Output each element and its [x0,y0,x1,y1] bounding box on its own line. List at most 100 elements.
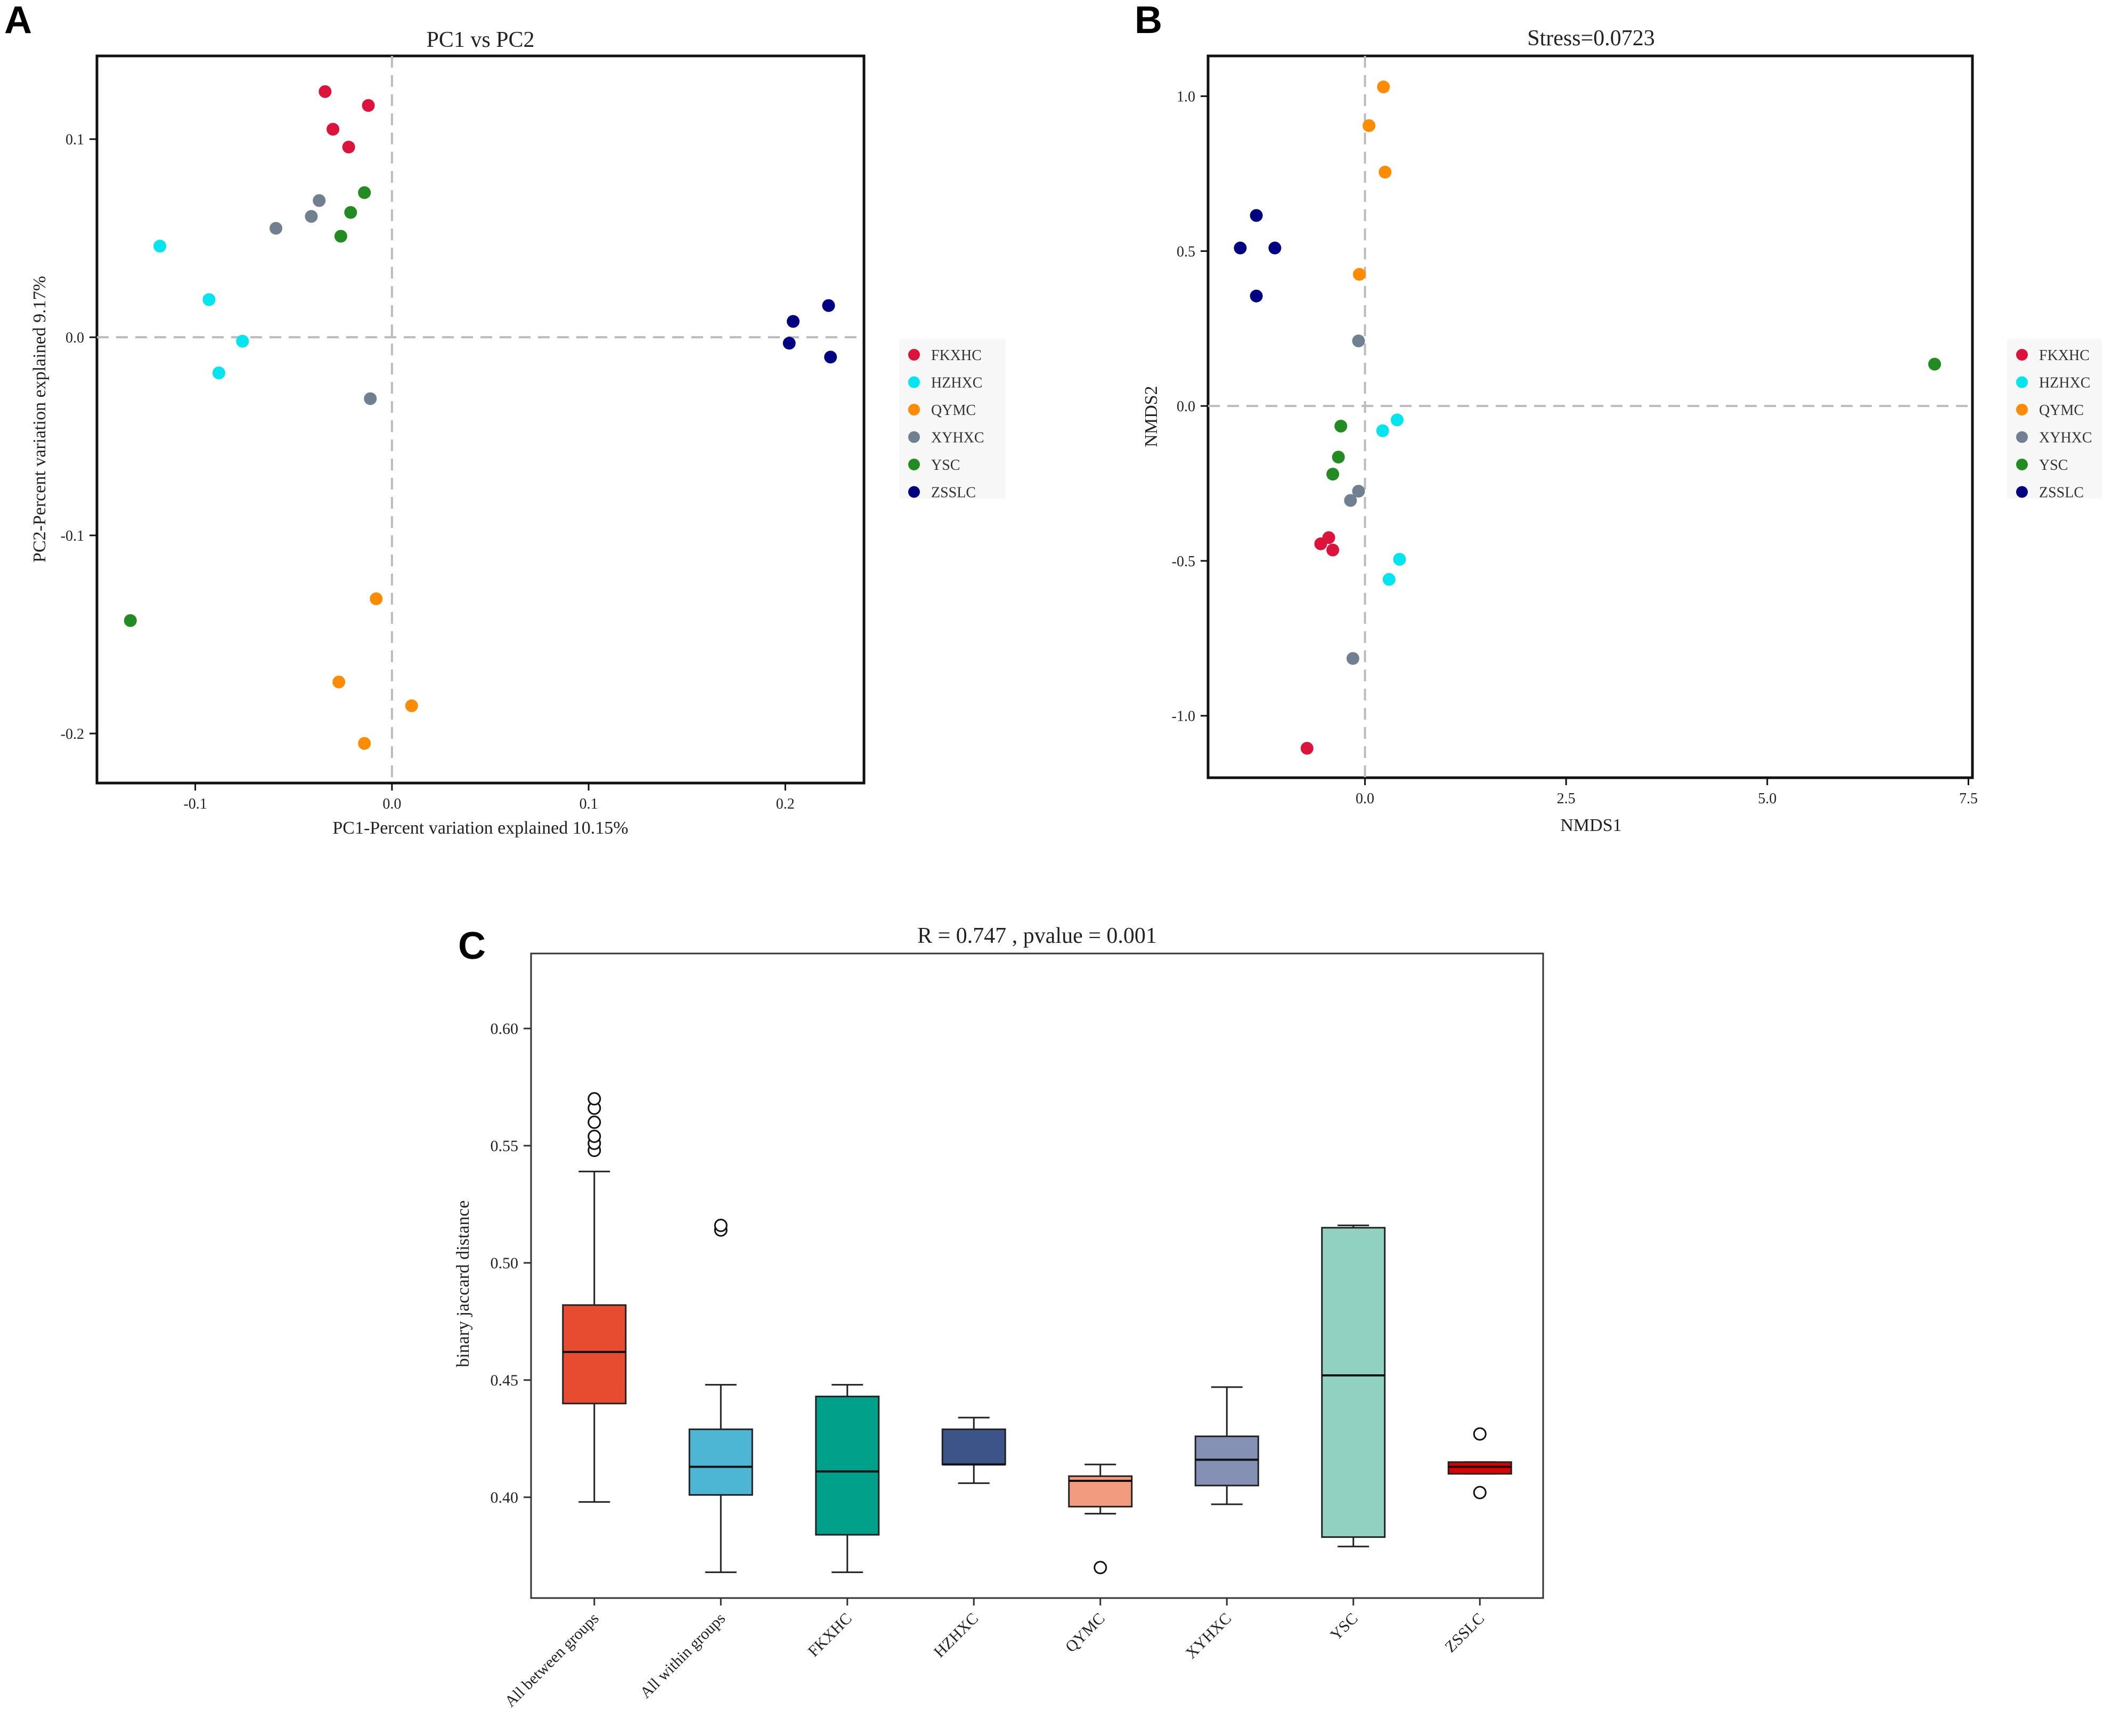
panel-b-point-fkxhc [1300,741,1314,755]
panel-b-xtick-label: 5.0 [1758,790,1776,807]
panel-b-xtick-label: 0.0 [1356,790,1374,807]
panel-b-point-qymc [1363,119,1376,132]
panel-c-ytick-label: 0.55 [491,1137,519,1155]
panel-a-point-qymc [332,675,346,689]
panel-a-legend-label: QYMC [931,402,976,419]
panel-a-point-zsslc [822,299,835,312]
panel-b-point-hzhxc [1390,413,1404,427]
panel-a-point-fkxhc [362,99,375,112]
panel-c-outlier [588,1092,601,1106]
panel-b-xtick-label: 2.5 [1557,790,1576,807]
panel-b-ylabel: NMDS2 [1141,386,1161,447]
panel-b-point-xyhxc [1352,335,1365,348]
panel-a-legend-marker-fkxhc [908,349,920,361]
panel-a-point-hzhxc [236,335,249,348]
panel-b-legend-marker-zsslc [2016,486,2028,498]
panel-a-legend-marker-hzhxc [908,376,920,388]
panel-c-box [1321,1227,1386,1538]
panel-a-xlabel: PC1-Percent variation explained 10.15% [332,818,628,838]
panel-b-legend-label: HZHXC [2039,375,2090,392]
panel-b-xlabel: NMDS1 [1560,816,1621,835]
panel-b-xtick-label: 7.5 [1959,790,1978,807]
panel-c-xtick-label: All within groups [637,1610,729,1702]
panel-b-legend-label: YSC [2039,457,2068,474]
panel-c-ytick-label: 0.40 [491,1489,519,1506]
panel-label-a: A [4,0,32,42]
panel-a-legend-bg [899,339,1006,499]
panel-a-xtick-label: 0.2 [776,796,795,812]
panel-b-point-ysc [1334,419,1348,433]
panel-a-point-ysc [124,614,137,627]
panel-a-legend-label: XYHXC [931,430,984,446]
panel-b-point-ysc [1332,451,1345,464]
panel-b-frame [1206,54,1974,779]
panel-a-point-fkxhc [342,141,355,154]
panel-c-outlier [588,1129,601,1143]
panel-a-legend-label: HZHXC [931,375,982,392]
panel-b-legend-bg [2007,339,2102,499]
panel-b-point-zsslc [1250,209,1263,222]
panel-b-point-hzhxc [1382,573,1396,586]
panel-a-point-hzhxc [153,240,167,253]
panel-a-xtick-label: 0.0 [382,796,401,812]
panel-b-point-hzhxc [1393,553,1406,566]
panel-a: PC1 vs PC2 -0.1 0.0 0.1 0.2 0.1 0.0 -0.1 -0.2 P… [30,28,1006,838]
panel-c-box [688,1428,753,1496]
panel-b-legend: FKXHC HZHXC QYMC XYHXC YSC ZSSLC [2007,339,2102,501]
panel-b-legend-marker-ysc [2016,459,2028,470]
panel-c-box [1447,1461,1512,1475]
panel-a-legend-marker-xyhxc [908,431,920,443]
panel-c-xtick-label: All between groups [501,1610,602,1710]
panel-b-point-fkxhc [1326,543,1340,557]
panel-c-xtick-label: HZHXC [931,1610,982,1661]
panel-b-point-zsslc [1234,241,1247,255]
panel-b-title: Stress=0.0723 [1527,26,1655,51]
panel-b-legend-label: FKXHC [2039,347,2090,364]
panel-b-legend-label: XYHXC [2039,430,2092,446]
panel-a-title: PC1 vs PC2 [426,28,534,52]
panel-c-box [941,1428,1006,1465]
panel-b-point-ysc [1928,357,1942,371]
panel-c-outlier [1473,1427,1487,1441]
panel-c-outlier [1094,1561,1107,1575]
panel-a-ytick-label: -0.1 [61,528,84,544]
panel-a-point-hzhxc [202,293,216,306]
panel-b-ytick-label: 0.0 [1177,398,1195,415]
panel-a-point-fkxhc [319,85,332,98]
panel-b-ytick-label: -1.0 [1172,708,1195,725]
panel-c-frame [530,952,1544,1599]
panel-b-ytick-label: 1.0 [1177,89,1195,105]
panel-c-ytick-label: 0.50 [491,1254,519,1272]
panel-b-point-qymc [1379,166,1392,179]
panel-a-point-xyhxc [270,222,282,235]
panel-c-xtick-label: XYHXC [1182,1610,1235,1662]
panel-a-point-qymc [370,592,383,606]
panel-b-legend-label: QYMC [2039,402,2084,419]
panel-a-legend-label: YSC [931,457,960,474]
panel-a-point-zsslc [787,315,800,328]
panel-c-ylabel: binary jaccard distance [453,1200,473,1367]
panel-a-ylabel: PC2-Percent variation explained 9.17% [30,276,50,563]
panel-c-box [815,1396,880,1536]
panel-a-legend-marker-qymc [908,404,920,415]
panel-b-point-fkxhc [1314,537,1327,550]
panel-c: R = 0.747 , pvalue = 0.001 0.40 0.45 0.50 0… [453,924,1544,1710]
panel-a-ytick-label: 0.0 [66,330,84,346]
panel-a-point-qymc [405,699,418,712]
panel-c-xtick-label: ZSSLC [1441,1610,1488,1656]
panel-c-outlier [714,1218,728,1232]
panel-b-point-xyhxc [1352,485,1365,498]
panel-a-frame [95,54,866,785]
panel-a-legend-label: FKXHC [931,347,982,364]
panel-b: Stress=0.0723 0.0 2.5 5.0 7.5 1.0 0.5 0.0 -0.5 -… [1141,26,2102,835]
panel-b-legend-marker-qymc [2016,404,2028,415]
panel-c-outlier [588,1115,601,1129]
panel-a-point-xyhxc [305,210,318,223]
panel-b-point-xyhxc [1344,494,1357,507]
panel-b-legend-marker-hzhxc [2016,376,2028,388]
panel-c-outlier [1473,1486,1487,1499]
panel-b-ytick-label: 0.5 [1177,243,1195,260]
panel-a-point-zsslc [824,351,837,364]
panel-b-point-xyhxc [1346,652,1359,665]
